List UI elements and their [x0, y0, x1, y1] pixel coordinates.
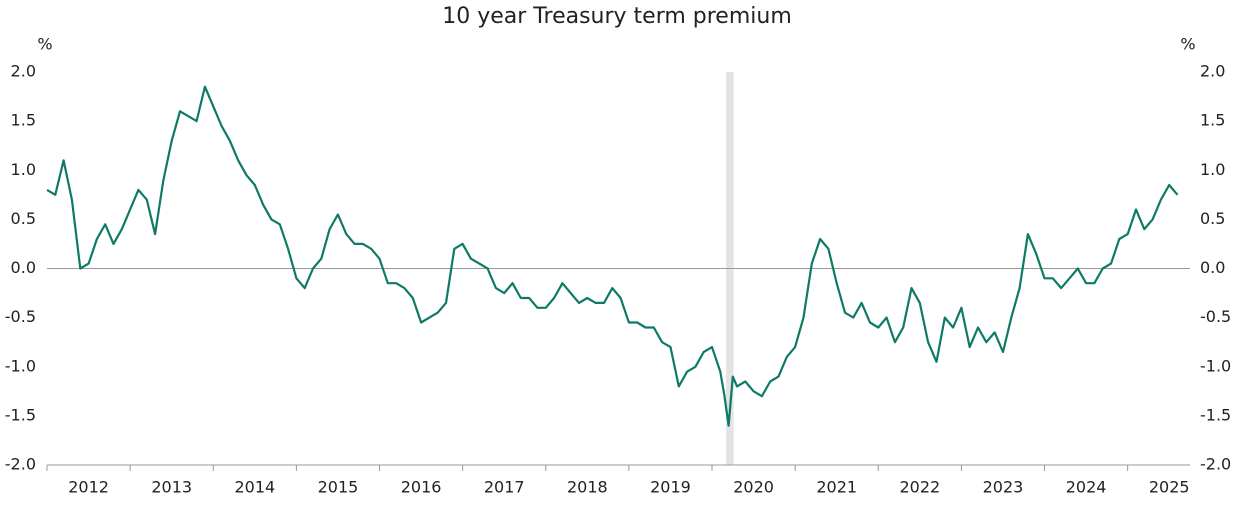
y2-tick-label: -1.5: [1200, 405, 1231, 424]
y2-tick-label: -1.0: [1200, 356, 1231, 375]
data-line: [46, 85, 1179, 427]
x-tick-label: 2018: [567, 478, 608, 497]
x-tick-label: 2023: [983, 478, 1024, 497]
y-tick-label: -2.0: [5, 455, 36, 474]
y-tick-label: -1.5: [5, 405, 36, 424]
x-tick-label: 2025: [1149, 478, 1190, 497]
y-tick-label: 1.5: [11, 111, 36, 130]
y-tick-label: -1.0: [5, 356, 36, 375]
y-tick-label: -0.5: [5, 307, 36, 326]
y2-tick-label: 0.5: [1200, 209, 1225, 228]
y-tick-label: 1.0: [11, 160, 36, 179]
y-tick-label: 2.0: [11, 62, 36, 81]
x-tick-label: 2019: [650, 478, 691, 497]
x-tick-label: 2014: [234, 478, 275, 497]
y2-tick-label: 2.0: [1200, 62, 1225, 81]
x-tick-label: 2012: [68, 478, 109, 497]
chart-title: 10 year Treasury term premium: [442, 4, 792, 29]
y2-tick-label: -2.0: [1200, 455, 1231, 474]
x-tick-label: 2022: [899, 478, 940, 497]
y2-axis-unit: %: [1180, 35, 1195, 54]
y2-tick-label: 1.0: [1200, 160, 1225, 179]
y-tick-label: 0.5: [11, 209, 36, 228]
y2-tick-label: 0.0: [1200, 258, 1225, 277]
y2-tick-label: 1.5: [1200, 111, 1225, 130]
y-axis-unit: %: [37, 35, 52, 54]
y2-tick-label: -0.5: [1200, 307, 1231, 326]
x-tick-label: 2016: [401, 478, 442, 497]
x-tick-label: 2021: [816, 478, 857, 497]
x-tick-label: 2013: [151, 478, 192, 497]
y-tick-label: 0.0: [11, 258, 36, 277]
x-tick-label: 2015: [318, 478, 359, 497]
x-tick-label: 2020: [733, 478, 774, 497]
x-tick-label: 2017: [484, 478, 525, 497]
x-tick-label: 2024: [1066, 478, 1107, 497]
